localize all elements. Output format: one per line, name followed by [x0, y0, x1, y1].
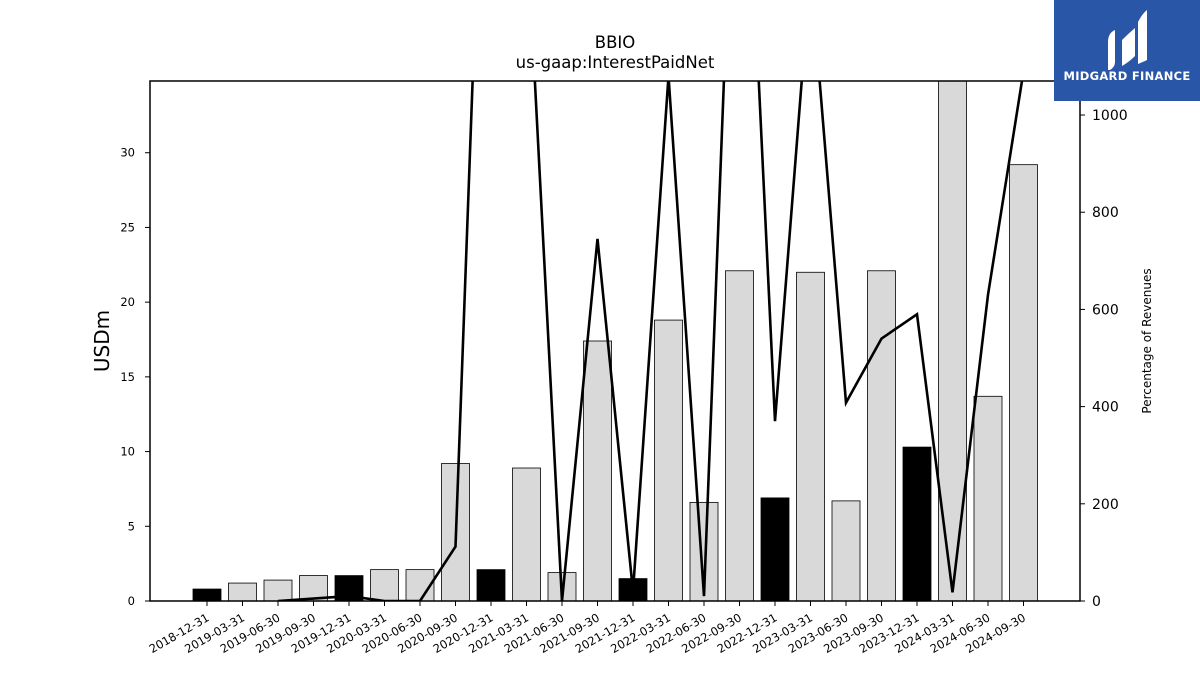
- y-tick-label: 20: [120, 295, 135, 309]
- y-axis-label: USDm: [90, 310, 114, 372]
- bar-2022-09-30: [725, 270, 754, 601]
- bar-2022-03-31: [654, 319, 683, 601]
- left-axis: 0 5 10 15 20 25 30: [120, 146, 150, 608]
- x-axis: 2018-12-312019-03-312019-06-302019-09-30…: [147, 601, 1028, 656]
- midgard-finance-logo: MIDGARD FINANCE: [1054, 0, 1200, 101]
- revenue-percentage-line: [277, 81, 1024, 601]
- bar-2019-06-30: [263, 579, 293, 601]
- bar-2022-12-31: [760, 497, 790, 601]
- right-axis: 0 200 400 600 800 1000: [1080, 108, 1128, 610]
- y2-tick-label: 1000: [1092, 108, 1128, 124]
- bar-2024-06-30: [973, 395, 1003, 601]
- bar-2023-12-31: [902, 446, 932, 601]
- y2-tick-label: 400: [1092, 400, 1119, 416]
- bar-2021-09-30: [583, 340, 612, 601]
- y2-tick-label: 600: [1092, 302, 1119, 318]
- y2-tick-label: 800: [1092, 205, 1119, 221]
- bar-2020-03-31: [370, 569, 399, 601]
- logo-text: MIDGARD FINANCE: [1063, 69, 1191, 83]
- y-tick-label: 25: [120, 220, 135, 234]
- y-tick-label: 10: [120, 445, 135, 459]
- line-group: [277, 81, 1024, 601]
- plot-frame: [149, 80, 1081, 602]
- bar-2021-03-31: [512, 467, 541, 601]
- y-tick-label: 0: [128, 594, 135, 608]
- bar-2019-09-30: [299, 575, 328, 601]
- bar-2024-09-30: [1009, 164, 1038, 601]
- chart-title: BBIO: [595, 33, 636, 52]
- bar-2023-06-30: [831, 500, 861, 601]
- y-tick-label: 30: [120, 146, 135, 160]
- y-tick-label: 5: [128, 519, 135, 533]
- bar-group: [192, 81, 1038, 601]
- bar-2023-09-30: [867, 270, 896, 601]
- bar-2023-03-31: [796, 271, 825, 601]
- chart-subtitle: us-gaap:InterestPaidNet: [516, 53, 715, 72]
- midgard-emblem-icon: [1108, 10, 1147, 70]
- bar-2019-03-31: [228, 582, 257, 601]
- bar-2020-12-31: [476, 569, 506, 601]
- y2-tick-label: 0: [1092, 594, 1101, 610]
- y2-tick-label: 200: [1092, 497, 1119, 513]
- bar-2018-12-31: [192, 588, 222, 601]
- y2-axis-label: Percentage of Revenues: [1140, 268, 1154, 413]
- y-tick-label: 15: [120, 370, 135, 384]
